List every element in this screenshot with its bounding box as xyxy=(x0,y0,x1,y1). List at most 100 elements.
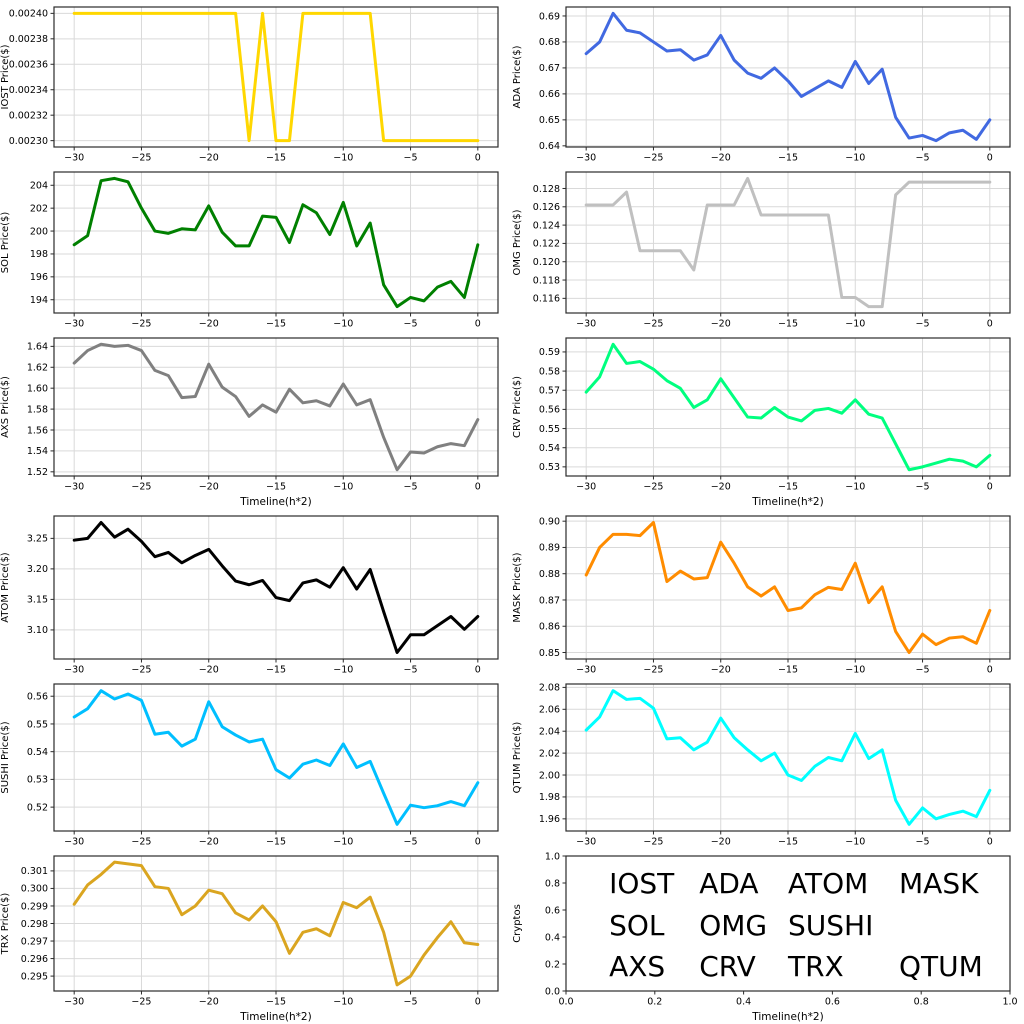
y-tick-label: 1.62 xyxy=(27,363,48,374)
x-tick-label: −30 xyxy=(64,319,84,330)
x-tick-label: −20 xyxy=(199,319,219,330)
y-axis-title: QTUM Price($) xyxy=(512,722,523,794)
y-tick-label: 0.296 xyxy=(21,954,48,965)
y-tick-label: 0.122 xyxy=(533,239,560,250)
x-tick-label: −10 xyxy=(845,837,865,848)
y-axis-title: Cryptos xyxy=(512,904,523,943)
y-tick-label: 0.301 xyxy=(21,866,48,877)
y-tick-label: 3.10 xyxy=(27,625,48,636)
legend-item-mask: MASK xyxy=(899,867,979,900)
x-tick-label: −20 xyxy=(199,997,219,1008)
x-tick-label: 0 xyxy=(475,319,481,330)
y-tick-label: 2.04 xyxy=(539,727,560,738)
y-tick-label: 1.98 xyxy=(539,792,560,803)
ATOM-svg: −30 −25 −20 −15 −10 −5 0 3.10 3.15 3.20 3.25 ATOM P… xyxy=(0,515,499,676)
y-tick-label: 0.00238 xyxy=(9,34,48,45)
y-tick-label: 2.00 xyxy=(539,770,560,781)
x-tick-label: −5 xyxy=(404,319,418,330)
x-tick-label: 0 xyxy=(987,319,993,330)
legend-item-ada: ADA xyxy=(699,867,758,900)
x-tick-label: −20 xyxy=(711,837,731,848)
legend-item-qtum: QTUM xyxy=(899,950,983,983)
y-tick-label: 0.90 xyxy=(539,516,560,527)
SUSHI-svg: −30 −25 −20 −15 −10 −5 0 0.52 0.53 0.54 0.55 0.56 SU… xyxy=(0,683,499,848)
x-tick-label: −5 xyxy=(404,665,418,676)
x-tick-label: −25 xyxy=(131,665,151,676)
y-tick-label: 0.128 xyxy=(533,184,560,195)
x-tick-label: 0 xyxy=(987,837,993,848)
IOST-price-line xyxy=(72,11,480,143)
x-tick-label: −30 xyxy=(576,482,596,493)
y-tick-label: 0.52 xyxy=(27,802,48,813)
subplot-crv-price: −30 −25 −20 −15 −10 −5 0 0.53 0.54 0.55 0.56 0.57 0.… xyxy=(512,331,1024,509)
y-tick-label: 0.00236 xyxy=(9,60,48,71)
subplot-sushi-price: −30 −25 −20 −15 −10 −5 0 0.52 0.53 0.54 0.55 0.56 SU… xyxy=(0,677,512,849)
subplot-atom-price: −30 −25 −20 −15 −10 −5 0 3.10 3.15 3.20 3.25 ATOM P… xyxy=(0,509,512,677)
x-tick-label: −15 xyxy=(266,319,286,330)
x-tick-label: −5 xyxy=(404,153,418,164)
x-tick-label: −15 xyxy=(266,837,286,848)
y-tick-label: 0.64 xyxy=(539,141,560,152)
y-tick-label: 0.55 xyxy=(27,719,48,730)
y-tick-label: 2.06 xyxy=(539,705,560,716)
legend-item-trx: TRX xyxy=(787,950,844,983)
x-tick-label: −10 xyxy=(845,665,865,676)
subplot-iost-price: −30 −25 −20 −15 −10 −5 0 0.00230 0.00232 0.00234 0… xyxy=(0,0,512,165)
x-tick-label: −25 xyxy=(131,997,151,1008)
AXS-price-line xyxy=(72,342,480,472)
x-tick-label: −20 xyxy=(711,482,731,493)
y-axis-title: CRV Price($) xyxy=(512,376,523,438)
y-tick-label: 1.56 xyxy=(27,425,48,436)
y-axis-title: TRX Price($) xyxy=(0,893,11,956)
y-tick-label: 0.8 xyxy=(545,878,560,889)
x-axis-title: Timeline(h*2) xyxy=(239,1011,311,1023)
y-tick-label: 0.299 xyxy=(21,901,48,912)
x-tick-label: 0.8 xyxy=(914,997,929,1008)
SOL-price-line xyxy=(72,176,480,309)
y-tick-label: 200 xyxy=(30,226,48,237)
axes-border xyxy=(565,855,1011,992)
y-axis-title: MASK Price($) xyxy=(512,552,523,622)
x-tick-label: −25 xyxy=(131,319,151,330)
y-tick-label: 0.55 xyxy=(539,424,560,435)
y-tick-label: 1.96 xyxy=(539,814,560,825)
x-tick-label: −15 xyxy=(778,153,798,164)
x-tick-label: −10 xyxy=(333,997,353,1008)
x-tick-label: −10 xyxy=(333,319,353,330)
y-tick-label: 0.00234 xyxy=(9,85,48,96)
x-axis-title: Timeline(h*2) xyxy=(751,1011,823,1023)
x-tick-label: −5 xyxy=(916,319,930,330)
x-tick-label: −30 xyxy=(64,153,84,164)
y-axis-title: AXS Price($) xyxy=(0,376,11,438)
x-axis-title: Timeline(h*2) xyxy=(751,496,823,508)
x-tick-label: −25 xyxy=(131,837,151,848)
x-tick-label: −10 xyxy=(845,482,865,493)
x-tick-label: −5 xyxy=(916,665,930,676)
y-tick-label: 1.60 xyxy=(27,383,48,394)
x-tick-label: −5 xyxy=(916,153,930,164)
x-tick-label: −15 xyxy=(778,837,798,848)
x-tick-label: −30 xyxy=(576,665,596,676)
subplot-axs-price: −30 −25 −20 −15 −10 −5 0 1.52 1.54 1.56 1.58 1.60 1.… xyxy=(0,331,512,509)
legend-item-sushi: SUSHI xyxy=(788,909,873,942)
x-tick-label: 0.0 xyxy=(558,997,573,1008)
y-tick-label: 0.59 xyxy=(539,347,560,358)
y-tick-label: 1.52 xyxy=(27,467,48,478)
x-tick-label: −15 xyxy=(266,482,286,493)
x-tick-label: −20 xyxy=(711,319,731,330)
y-tick-label: 0.89 xyxy=(539,543,560,554)
y-tick-label: 3.25 xyxy=(27,534,48,545)
y-tick-label: 2.08 xyxy=(539,683,560,694)
x-tick-label: 0 xyxy=(475,665,481,676)
x-tick-label: −10 xyxy=(333,153,353,164)
ADA-price-line xyxy=(584,11,992,143)
x-tick-label: 0 xyxy=(987,153,993,164)
y-tick-label: 0.87 xyxy=(539,595,560,606)
y-tick-label: 194 xyxy=(30,295,48,306)
y-tick-label: 0.6 xyxy=(545,905,560,916)
x-tick-label: −10 xyxy=(845,153,865,164)
y-tick-label: 0.124 xyxy=(533,220,560,231)
IOST-svg: −30 −25 −20 −15 −10 −5 0 0.00230 0.00232 0.00234 0… xyxy=(0,6,499,164)
y-tick-label: 196 xyxy=(30,272,48,283)
QTUM-svg: −30 −25 −20 −15 −10 −5 0 1.96 1.98 2.00 2.02 2.04 2.… xyxy=(512,683,1011,848)
